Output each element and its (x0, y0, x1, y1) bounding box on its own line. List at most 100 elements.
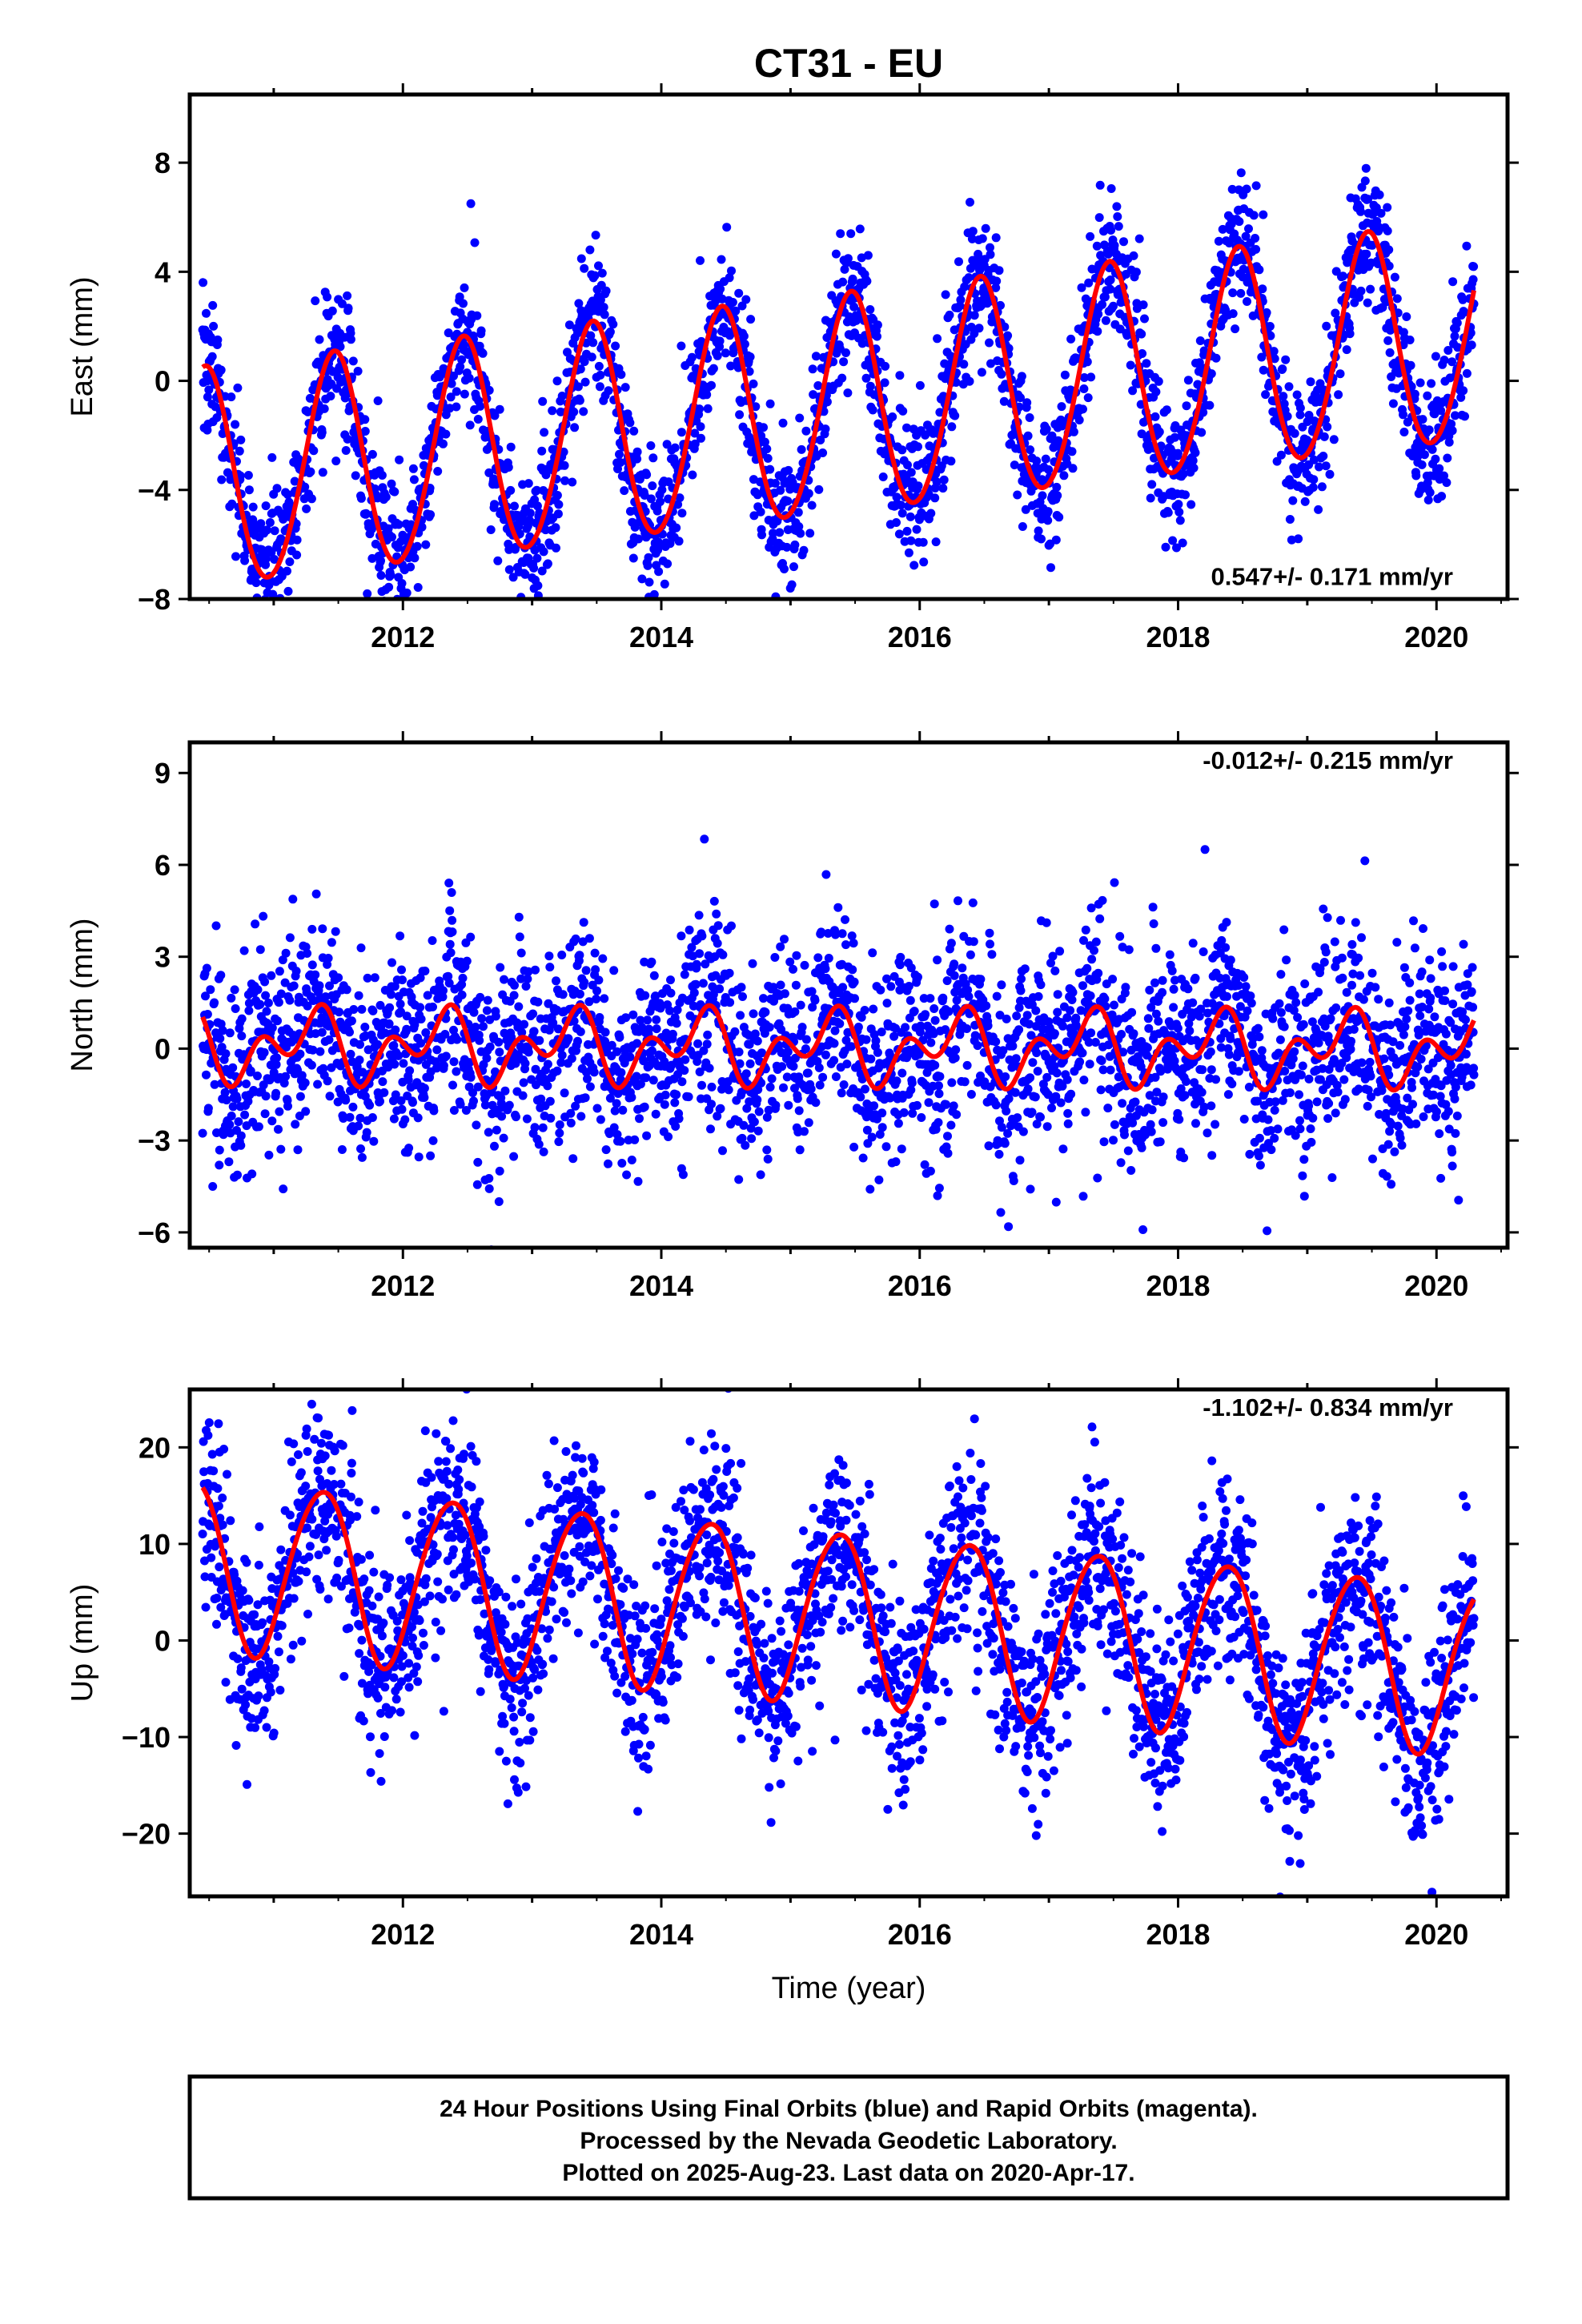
north-data-point (1079, 1076, 1089, 1085)
north-data-point (624, 1136, 633, 1145)
east-data-point (1343, 258, 1352, 267)
east-data-point (620, 486, 629, 496)
east-data-point (898, 406, 908, 416)
east-data-point (918, 537, 928, 547)
north-data-point (877, 1027, 886, 1037)
north-data-point (707, 1082, 717, 1092)
north-data-point (847, 931, 857, 941)
north-data-point (604, 1129, 614, 1139)
north-data-point (790, 1084, 799, 1093)
north-data-point (530, 1123, 540, 1132)
north-data-point (234, 1117, 243, 1127)
north-data-point (670, 1098, 680, 1108)
north-data-point (545, 963, 555, 972)
east-data-point (1345, 329, 1355, 339)
north-data-point (1052, 1068, 1062, 1078)
east-data-point (713, 351, 722, 360)
north-data-point (1018, 1127, 1028, 1136)
north-data-point (607, 1040, 616, 1050)
north-data-point (962, 1024, 972, 1033)
north-data-point (311, 970, 320, 979)
north-data-point (641, 1073, 651, 1083)
east-data-point (257, 630, 266, 639)
north-data-point (625, 1052, 635, 1062)
east-data-point (377, 471, 387, 480)
east-data-point (968, 227, 978, 236)
north-data-point (303, 1001, 312, 1011)
east-data-point (326, 392, 335, 401)
east-data-point (240, 556, 250, 565)
north-data-point (946, 939, 956, 948)
east-data-point (912, 525, 921, 534)
east-data-point (749, 379, 758, 388)
north-data-point (612, 1130, 622, 1140)
east-data-point (465, 420, 475, 430)
east-data-point (1161, 542, 1170, 552)
east-data-point (620, 383, 630, 392)
north-data-point (998, 1046, 1008, 1055)
east-data-point (413, 583, 423, 592)
east-data-point (1356, 286, 1366, 296)
north-data-point (251, 919, 260, 929)
east-data-point (926, 509, 936, 518)
north-data-point (228, 1063, 238, 1072)
north-data-point (236, 1140, 246, 1150)
north-data-point (394, 1051, 404, 1060)
north-data-point (324, 1035, 334, 1044)
east-data-point (1385, 348, 1395, 357)
east-data-point (233, 383, 243, 392)
east-data-point (760, 437, 769, 447)
east-data-point (1436, 406, 1446, 416)
east-data-point (643, 561, 652, 570)
north-data-point (1051, 1092, 1061, 1101)
east-data-point (1098, 300, 1107, 309)
north-data-point (1002, 1014, 1011, 1023)
east-data-point (1228, 288, 1238, 298)
east-data-point (236, 435, 246, 444)
north-data-point (831, 1072, 841, 1081)
north-data-point (674, 1114, 684, 1124)
east-data-point (552, 543, 560, 553)
north-data-point (860, 1006, 869, 1015)
east-data-point (1283, 412, 1292, 421)
north-data-point (339, 1114, 348, 1123)
north-data-point (958, 963, 967, 973)
north-data-point (889, 1031, 899, 1041)
east-data-point (486, 525, 496, 534)
east-data-point (846, 229, 856, 239)
north-data-point (281, 1072, 291, 1081)
east-data-point (977, 368, 986, 377)
north-data-point (468, 1088, 477, 1097)
east-frame (187, 92, 1510, 601)
east-data-point (690, 439, 700, 448)
north-data-point (1003, 1128, 1013, 1138)
east-data-point (1362, 249, 1371, 259)
north-data-point (709, 990, 718, 999)
north-data-point (935, 1072, 945, 1081)
north-data-point (986, 939, 994, 949)
north-data-point (780, 989, 789, 999)
north-data-point (648, 1076, 658, 1085)
east-data-point (1435, 464, 1444, 473)
east-data-point (677, 509, 687, 518)
north-data-point (1058, 1144, 1068, 1154)
north-data-point (995, 1011, 1005, 1020)
east-data-point (816, 436, 825, 444)
east-data-point (337, 299, 347, 308)
east-data-point (351, 437, 361, 447)
east-data-point (628, 553, 638, 563)
north-data-point (1014, 1025, 1024, 1035)
north-data-point (569, 1016, 579, 1026)
east-data-point (656, 497, 665, 506)
east-data-point (441, 410, 451, 420)
east-data-point (244, 485, 254, 495)
north-data-point (635, 1114, 644, 1124)
east-data-point (745, 352, 755, 362)
north-data-point (789, 964, 797, 974)
north-data-point (1053, 1007, 1062, 1017)
east-data-point (838, 277, 848, 287)
north-data-point (618, 1105, 628, 1115)
east-data-point (386, 570, 396, 580)
north-data-point (817, 927, 826, 937)
east-data-point (1017, 372, 1026, 381)
